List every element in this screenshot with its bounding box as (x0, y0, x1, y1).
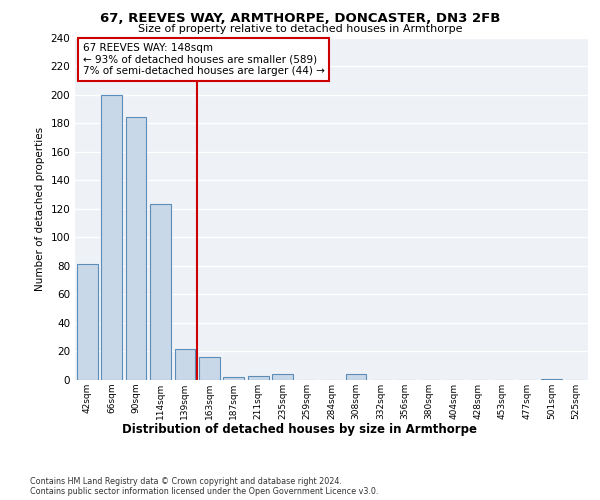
Text: Distribution of detached houses by size in Armthorpe: Distribution of detached houses by size … (122, 422, 478, 436)
Bar (223, 377, 244, 380)
Bar (248, 376, 269, 380)
Bar (541, 378, 562, 380)
Text: Contains HM Land Registry data © Crown copyright and database right 2024.: Contains HM Land Registry data © Crown c… (30, 478, 342, 486)
Bar (346, 374, 367, 380)
Bar (175, 348, 196, 380)
Text: 67, REEVES WAY, ARMTHORPE, DONCASTER, DN3 2FB: 67, REEVES WAY, ARMTHORPE, DONCASTER, DN… (100, 12, 500, 26)
Bar (272, 374, 293, 380)
Text: Contains public sector information licensed under the Open Government Licence v3: Contains public sector information licen… (30, 488, 379, 496)
Text: 67 REEVES WAY: 148sqm
← 93% of detached houses are smaller (589)
7% of semi-deta: 67 REEVES WAY: 148sqm ← 93% of detached … (83, 42, 325, 76)
Bar (125, 118, 146, 380)
Y-axis label: Number of detached properties: Number of detached properties (35, 126, 45, 291)
Bar (150, 204, 171, 380)
Bar (77, 264, 98, 380)
Bar (101, 94, 122, 380)
Bar (199, 357, 220, 380)
Text: Size of property relative to detached houses in Armthorpe: Size of property relative to detached ho… (138, 24, 462, 34)
